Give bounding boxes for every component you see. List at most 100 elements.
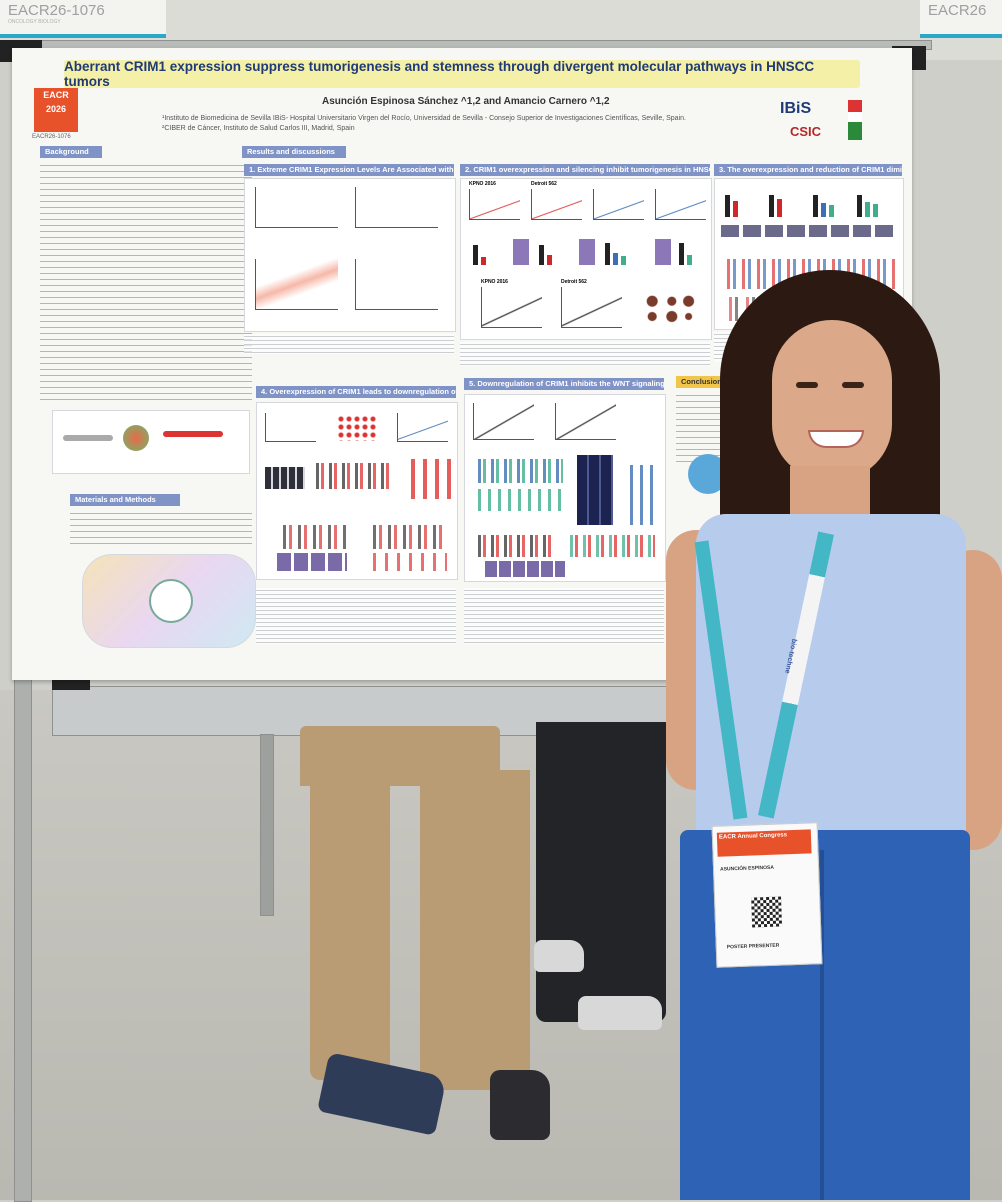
poster-authors: Asunción Espinosa Sánchez ^1,2 and Amanc… xyxy=(322,96,610,107)
bar-chart-red xyxy=(407,459,451,499)
bar-charts-blue xyxy=(473,459,563,483)
bar xyxy=(473,245,478,265)
bar-charts xyxy=(473,535,553,557)
section-results-head: Results and discussions xyxy=(242,146,346,158)
sneaker xyxy=(490,1070,550,1140)
colony-image xyxy=(655,239,671,265)
bar xyxy=(539,245,544,265)
sneaker xyxy=(534,940,584,972)
sphere-images xyxy=(485,561,565,577)
bar xyxy=(725,195,730,217)
growth-curve xyxy=(469,189,520,220)
bar-chart xyxy=(601,237,651,267)
board-code-right: EACR26 xyxy=(928,2,987,19)
bar-charts xyxy=(367,525,447,549)
csic-logo: CSIC xyxy=(790,124,822,139)
bar xyxy=(621,256,626,265)
figure-2-caption xyxy=(460,342,710,366)
methods-text xyxy=(70,510,252,546)
conference-badge: EACR Annual Congress ASUNCIÓN ESPINOSA P… xyxy=(711,822,823,968)
bar xyxy=(829,205,834,217)
bar-charts xyxy=(311,463,391,489)
colony-image xyxy=(579,239,595,265)
bar-chart xyxy=(721,189,761,219)
eacr-logo-text: EACR 2026 xyxy=(43,90,69,114)
bar xyxy=(547,255,552,265)
figure-3-head: 3. The overexpression and reduction of C… xyxy=(714,164,902,176)
section-methods-head: Materials and Methods xyxy=(70,494,180,506)
affiliation-2: ²CIBER de Cáncer, Instituto de Salud Car… xyxy=(162,125,355,132)
figure-1-panel xyxy=(244,178,456,332)
bar-chart xyxy=(675,237,707,267)
bar xyxy=(777,199,782,217)
figure-1-caption xyxy=(244,334,454,354)
colony-image xyxy=(513,239,529,265)
bar-charts-green xyxy=(473,489,563,511)
correlation-plot xyxy=(397,413,448,442)
andalucia-logo xyxy=(848,100,862,140)
board-number-tag-left: EACR26-1076 ONCOLOGY BIOLOGY xyxy=(0,0,166,38)
qr-code-icon xyxy=(751,896,783,928)
bar xyxy=(769,195,774,217)
scatter-plot xyxy=(473,403,534,440)
bar xyxy=(873,204,878,217)
survival-curve xyxy=(355,187,438,228)
bar-charts-blue xyxy=(625,465,655,525)
ibis-logo: IBiS xyxy=(780,100,812,117)
cell-line-label: KPNO 2016 xyxy=(481,279,508,285)
eye xyxy=(796,382,818,388)
cell-graphic xyxy=(149,579,193,623)
growth-curve xyxy=(655,189,706,220)
figure-2-panel: KPNO 2016 Detroit 562 KPNO 2016 Detroit … xyxy=(460,178,712,340)
cell-line-label: Detroit 562 xyxy=(561,279,587,285)
poster-title: Aberrant CRIM1 expression suppress tumor… xyxy=(64,59,860,89)
figure-5-panel xyxy=(464,394,666,582)
tumor-growth-curve xyxy=(561,287,622,328)
scatter-plot xyxy=(265,413,316,442)
scatter-plot xyxy=(555,403,616,440)
western-blot xyxy=(265,467,305,489)
bar-chart xyxy=(469,237,509,267)
bar-chart xyxy=(853,189,897,219)
poster-affiliations: ¹Instituto de Biomedicina de Sevilla IBi… xyxy=(162,114,802,134)
bar-charts xyxy=(277,525,347,549)
bar xyxy=(821,203,826,217)
sneaker xyxy=(578,996,662,1030)
dot-plot xyxy=(337,415,377,441)
figure-5-head: 5. Downregulation of CRIM1 inhibits the … xyxy=(464,378,664,390)
figure-1-head: 1. Extreme CRIM1 Expression Levels Are A… xyxy=(244,164,454,176)
affiliation-1: ¹Instituto de Biomedicina de Sevilla IBi… xyxy=(162,115,686,122)
trouser-seam xyxy=(820,850,824,1200)
board-number-tag-right: EACR26 xyxy=(920,0,1002,38)
bar-chart xyxy=(765,189,805,219)
bar xyxy=(679,243,684,265)
figure-4-head: 4. Overexpression of CRIM1 leads to down… xyxy=(256,386,456,398)
bar-chart xyxy=(809,189,849,219)
growth-curve xyxy=(593,189,644,220)
background-text xyxy=(40,162,252,402)
eacr-logo: EACR 2026 xyxy=(34,88,78,132)
bar-charts xyxy=(565,535,655,557)
boxplot-chart xyxy=(255,187,338,228)
survival-curve xyxy=(355,259,438,310)
bar xyxy=(613,253,618,265)
methods-graphical-abstract xyxy=(82,554,256,648)
bar-charts xyxy=(367,553,447,571)
face xyxy=(772,320,892,480)
eye xyxy=(842,382,864,388)
conference-code: EACR26-1076 xyxy=(32,134,71,140)
figure-5-caption xyxy=(464,588,664,644)
presenter: bio-techne EACR Annual Congress ASUNCIÓN… xyxy=(660,270,1002,1200)
pathway-arrow xyxy=(163,431,223,437)
tumor-graphic xyxy=(123,425,149,451)
bar xyxy=(733,201,738,217)
immunofluorescence-images xyxy=(577,455,613,525)
badge-title: EACR Annual Congress xyxy=(716,829,812,857)
bar xyxy=(687,255,692,265)
growth-curve xyxy=(531,189,582,220)
tumor-images xyxy=(641,291,697,325)
bar xyxy=(865,202,870,217)
figure-4-panel xyxy=(256,402,458,580)
bar xyxy=(605,243,610,265)
bar xyxy=(481,257,486,265)
